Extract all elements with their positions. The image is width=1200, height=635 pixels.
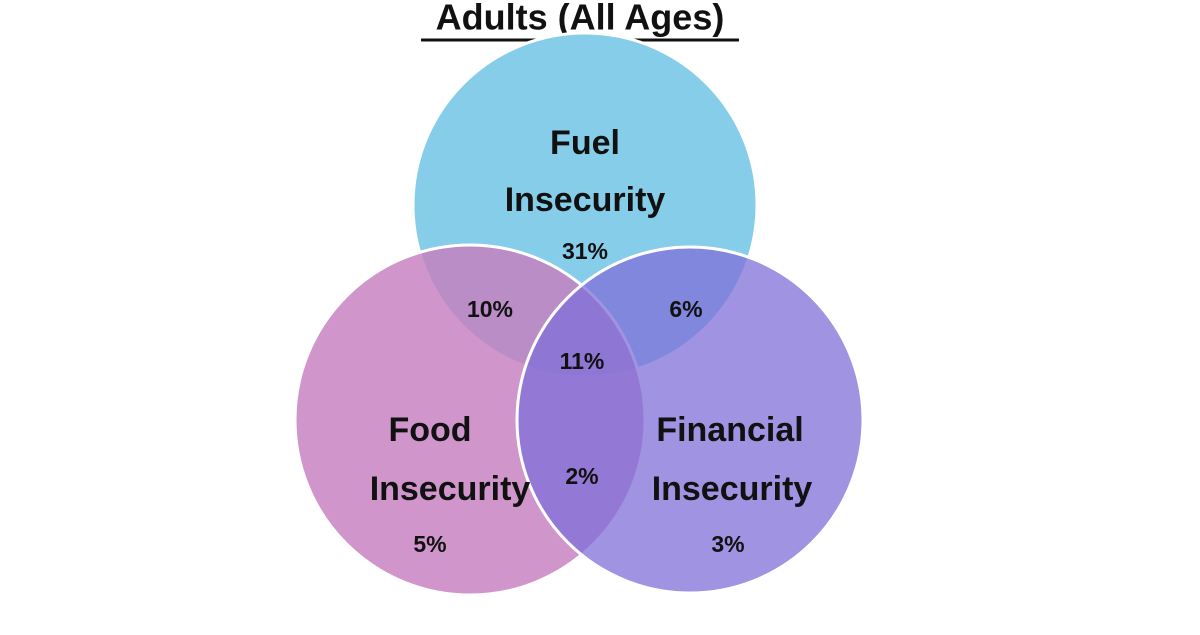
intersection-value: 11% <box>560 348 605 374</box>
intersection-value: 10% <box>467 296 513 322</box>
set-label: Insecurity <box>652 470 813 508</box>
financial-circle <box>515 245 865 595</box>
set-label: Food <box>388 411 471 449</box>
set-label: Insecurity <box>370 470 531 508</box>
intersection-value: 2% <box>565 463 598 489</box>
set-label: Financial <box>656 411 803 449</box>
intersection-value: 6% <box>669 296 702 322</box>
set-label: Fuel <box>550 124 620 162</box>
title: Adults (All Ages) <box>436 0 725 38</box>
circles <box>293 31 865 597</box>
set-value: 3% <box>711 531 744 557</box>
set-value: 31% <box>562 238 608 264</box>
set-value: 5% <box>413 531 446 557</box>
set-label: Insecurity <box>505 181 666 219</box>
